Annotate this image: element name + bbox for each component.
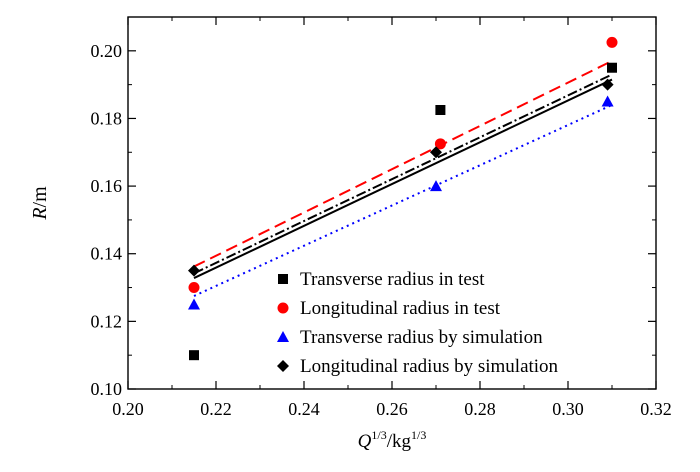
data-point — [430, 146, 442, 159]
x-tick-label: 0.22 — [200, 399, 232, 419]
x-tick-label: 0.24 — [288, 399, 320, 419]
x-axis-label: Q1/3/kg1/3 — [358, 428, 427, 452]
x-tick-label: 0.30 — [552, 399, 584, 419]
legend-marker — [277, 302, 289, 314]
data-point — [601, 95, 614, 107]
fit-lines — [193, 60, 613, 297]
legend-marker — [277, 331, 289, 342]
data-point — [601, 78, 614, 91]
legend: Transverse radius in test Longitudinal ra… — [277, 269, 559, 377]
legend-marker — [277, 360, 289, 372]
legend-label: Transverse radius by simulation — [300, 327, 543, 348]
fit-line — [193, 78, 613, 279]
legend-label: Longitudinal radius in test — [300, 298, 501, 319]
x-tick-label: 0.26 — [376, 399, 408, 419]
fit-line — [193, 104, 613, 297]
x-axis-ticks: 0.20 0.22 0.24 0.26 0.28 0.30 0.32 — [112, 17, 672, 419]
legend-label: Longitudinal radius by simulation — [300, 356, 559, 377]
fit-line — [193, 73, 613, 275]
fit-line — [193, 60, 613, 268]
x-tick-label: 0.20 — [112, 399, 144, 419]
y-tick-label: 0.12 — [91, 311, 123, 331]
y-tick-label: 0.18 — [91, 108, 123, 128]
data-point — [435, 105, 446, 115]
data-point — [606, 36, 618, 48]
data-point — [188, 298, 200, 310]
data-point — [189, 350, 199, 361]
legend-label: Transverse radius in test — [300, 269, 485, 290]
data-point — [434, 138, 446, 150]
y-tick-label: 0.10 — [91, 379, 123, 399]
y-tick-label: 0.14 — [91, 244, 123, 264]
y-axis-ticks: 0.10 0.12 0.14 0.16 0.18 0.20 — [91, 41, 656, 399]
y-tick-label: 0.20 — [91, 41, 123, 61]
x-tick-label: 0.28 — [464, 399, 496, 419]
legend-marker — [278, 274, 288, 284]
x-tick-label: 0.32 — [640, 399, 672, 419]
data-markers — [188, 36, 618, 361]
data-point — [607, 62, 617, 73]
y-axis-label: R/m — [29, 186, 51, 221]
y-tick-label: 0.16 — [91, 176, 123, 196]
data-point — [430, 180, 442, 192]
data-point — [188, 282, 200, 294]
data-point — [188, 264, 200, 277]
